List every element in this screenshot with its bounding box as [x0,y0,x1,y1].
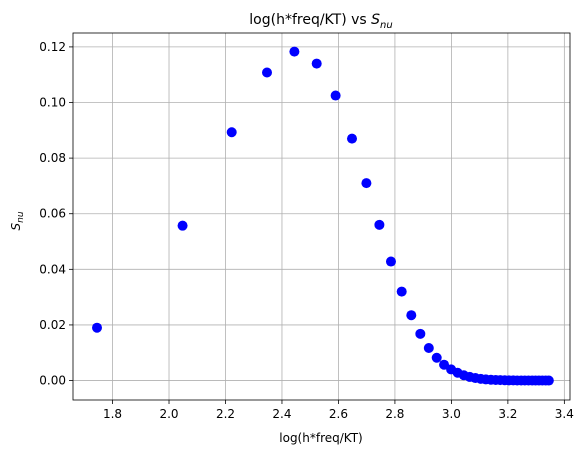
y-axis-label: Snu [9,211,26,230]
x-tick-label: 2.2 [216,407,235,421]
data-point [423,343,434,354]
data-point [406,310,417,321]
chart-title-subscript: nu [380,20,393,31]
data-point [92,322,103,333]
y-tick-label: 0.08 [39,151,66,165]
y-tick-label: 0.04 [39,262,66,276]
data-points [92,46,554,386]
x-tick-label: 3.2 [498,407,517,421]
data-point [385,256,396,267]
data-point [330,90,341,101]
y-tick-label: 0.12 [39,40,66,54]
y-tick-label: 0.06 [39,207,66,221]
data-point [261,67,272,78]
ticks: 1.8 2.0 2.2 2.4 2.6 2.8 3.0 3.2 3.4 0.00 0.02 0.04 0… [39,40,574,421]
grid [73,33,570,400]
x-tick-label: 1.8 [103,407,122,421]
data-point [543,375,554,386]
data-point [177,220,188,231]
data-point [374,219,385,230]
data-point [431,352,442,363]
x-axis-label: log(h*freq/KT) [279,431,362,445]
data-point [396,286,407,297]
y-tick-label: 0.00 [39,374,66,388]
data-point [311,58,322,69]
data-point [361,178,372,189]
y-tick-label: 0.02 [39,318,66,332]
data-point [226,127,237,138]
plot-frame [72,32,571,401]
y-tick-label: 0.10 [39,96,66,110]
chart-title: log(h*freq/KT) vs Snu [249,12,392,31]
x-tick-label: 2.6 [329,407,348,421]
x-tick-label: 2.4 [272,407,291,421]
chart-title-symbol: S [371,12,380,28]
data-point [346,133,357,144]
x-tick-label: 3.0 [442,407,461,421]
data-point [439,359,450,370]
x-tick-label: 3.4 [555,407,574,421]
data-point [415,328,426,339]
data-point [289,46,300,57]
x-tick-label: 2.0 [159,407,178,421]
x-tick-label: 2.8 [385,407,404,421]
